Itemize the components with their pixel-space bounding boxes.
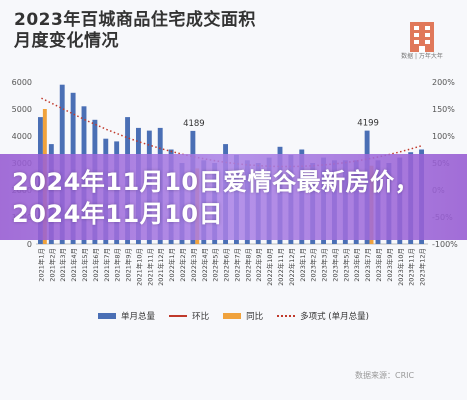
data-label: 4199 xyxy=(357,119,379,129)
y-right-tick-label: -100% xyxy=(432,240,458,249)
x-tick-label: 2023年1月 xyxy=(298,248,307,282)
x-tick-label: 2021年10月 xyxy=(134,248,143,286)
y-right-tick-label: 150% xyxy=(432,105,455,114)
legend-swatch-dotted xyxy=(277,315,296,317)
overlay-banner xyxy=(0,154,467,240)
x-tick-label: 2021年4月 xyxy=(69,248,78,282)
logo-caption: 数据 | 万年大年 xyxy=(401,53,443,60)
x-tick-label: 2021年3月 xyxy=(58,248,67,282)
x-tick-label: 2022年2月 xyxy=(178,248,187,282)
legend-label: 单月总量 xyxy=(121,312,156,322)
x-tick-label: 2021年5月 xyxy=(80,248,89,282)
x-tick-label: 2021年8月 xyxy=(113,248,122,282)
x-tick-label: 2023年9月 xyxy=(385,248,394,282)
y-left-tick-label: 5000 xyxy=(12,105,32,114)
x-tick-label: 2022年3月 xyxy=(189,248,198,282)
x-tick-label: 2023年11月 xyxy=(407,248,416,286)
y-left-tick-label: 6000 xyxy=(12,78,32,87)
chart-title: 2023年百城商品住宅成交面积 月度变化情况 xyxy=(14,10,256,52)
legend-swatch-bar xyxy=(98,313,117,319)
legend-swatch-line xyxy=(169,315,188,317)
x-tick-label: 2022年7月 xyxy=(232,248,241,282)
y-right-tick-label: 200% xyxy=(432,78,455,87)
chart-title-line2: 月度变化情况 xyxy=(14,31,119,51)
legend-item-mom: 环比 xyxy=(169,310,209,322)
x-tick-label: 2022年8月 xyxy=(243,248,252,282)
x-tick-label: 2023年2月 xyxy=(309,248,318,282)
x-tick-label: 2023年7月 xyxy=(363,248,372,282)
x-tick-label: 2021年12月 xyxy=(156,248,165,286)
legend-item-trend: 多项式 (单月总量) xyxy=(277,310,369,322)
y-left-tick-label: 4000 xyxy=(12,132,32,141)
x-tick-label: 2023年3月 xyxy=(320,248,329,282)
x-tick-label: 2021年2月 xyxy=(47,248,56,282)
x-tick-label: 2022年10月 xyxy=(265,248,274,286)
chart-legend: 单月总量 环比 同比 多项式 (单月总量) xyxy=(0,310,467,322)
x-tick-label: 2023年8月 xyxy=(374,248,383,282)
x-tick-label: 2023年12月 xyxy=(418,248,427,286)
x-tick-label: 2022年6月 xyxy=(222,248,231,282)
data-label: 4189 xyxy=(183,119,205,129)
legend-item-monthly: 单月总量 xyxy=(98,310,155,322)
legend-label: 同比 xyxy=(246,312,264,322)
y-left-tick-label: 0 xyxy=(27,240,32,249)
x-tick-label: 2021年1月 xyxy=(36,248,45,282)
legend-label: 多项式 (单月总量) xyxy=(300,312,369,322)
x-tick-label: 2021年7月 xyxy=(102,248,111,282)
y-right-tick-label: 100% xyxy=(432,132,455,141)
x-tick-label: 2021年6月 xyxy=(91,248,100,282)
x-tick-label: 2022年12月 xyxy=(287,248,296,286)
x-tick-label: 2023年4月 xyxy=(330,248,339,282)
chart-title-line1: 2023年百城商品住宅成交面积 xyxy=(14,10,256,30)
x-tick-label: 2023年6月 xyxy=(352,248,361,282)
legend-item-yoy: 同比 xyxy=(223,310,263,322)
x-tick-label: 2022年5月 xyxy=(211,248,220,282)
banner-headline: 2024年11月10日爱情谷最新房价，2024年11月10日 xyxy=(12,168,420,228)
source-note: 数据来源：CRIC xyxy=(355,371,415,380)
building-logo-icon xyxy=(410,22,434,52)
x-tick-label: 2022年11月 xyxy=(276,248,285,286)
x-tick-label: 2021年11月 xyxy=(145,248,154,286)
x-tick-label: 2022年1月 xyxy=(167,248,176,282)
x-tick-label: 2022年9月 xyxy=(254,248,263,282)
x-tick-label: 2022年4月 xyxy=(200,248,209,282)
x-tick-label: 2021年9月 xyxy=(124,248,133,282)
x-tick-label: 2023年10月 xyxy=(396,248,405,286)
x-tick-label: 2023年5月 xyxy=(341,248,350,282)
legend-label: 环比 xyxy=(192,312,210,322)
legend-swatch-orange xyxy=(223,313,242,319)
